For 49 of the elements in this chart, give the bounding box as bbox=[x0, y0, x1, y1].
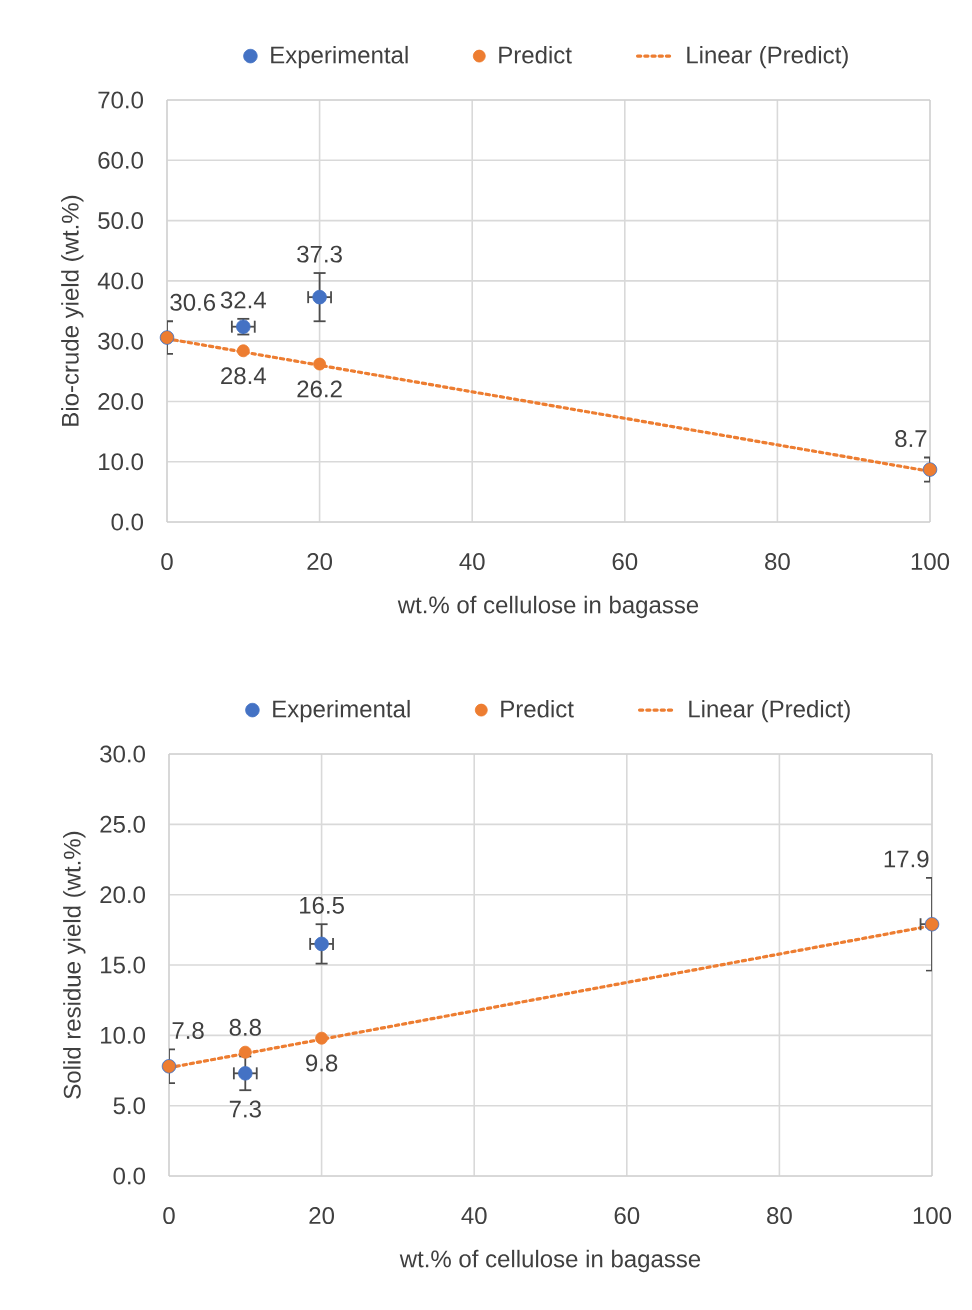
y-tick-label: 20.0 bbox=[100, 886, 145, 904]
y-tick-label: 50.0 bbox=[98, 212, 143, 230]
legend-label: Predict bbox=[499, 45, 572, 64]
x-tick-label: 0 bbox=[161, 553, 173, 571]
x-tick-label: 100 bbox=[911, 553, 950, 571]
data-label: 8.8 bbox=[229, 1018, 261, 1036]
data-label: 32.4 bbox=[220, 291, 266, 309]
x-tick-label: 100 bbox=[913, 1207, 952, 1225]
y-tick-label: 70.0 bbox=[98, 91, 143, 109]
data-label: 9.8 bbox=[306, 1054, 338, 1072]
legend-label: Predict bbox=[501, 699, 574, 718]
y-tick-label: 25.0 bbox=[100, 815, 145, 833]
y-tick-label: 15.0 bbox=[101, 956, 145, 974]
x-axis-title: wt.% of cellulose in bagasse bbox=[397, 595, 699, 619]
x-tick-label: 60 bbox=[612, 553, 638, 571]
data-label: 26.2 bbox=[297, 380, 342, 398]
y-axis-title: Bio-crude yield (wt.%) bbox=[61, 195, 84, 426]
data-label: 7.8 bbox=[172, 1022, 204, 1039]
data-label: 8.7 bbox=[895, 430, 927, 448]
data-label: 30.6 bbox=[170, 293, 216, 311]
y-tick-label: 10.0 bbox=[99, 453, 143, 471]
y-tick-label: 20.0 bbox=[98, 392, 143, 410]
data-label: 28.4 bbox=[221, 367, 266, 385]
legend-label: Linear (Predict) bbox=[689, 699, 850, 723]
x-tick-label: 20 bbox=[307, 553, 333, 571]
x-tick-label: 0 bbox=[163, 1207, 175, 1225]
y-tick-label: 40.0 bbox=[97, 272, 143, 290]
y-tick-label: 5.0 bbox=[113, 1097, 146, 1115]
y-tick-label: 60.0 bbox=[98, 151, 143, 169]
y-axis-title: Solid residue yield (wt.%) bbox=[63, 831, 86, 1099]
y-tick-label: 0.0 bbox=[111, 513, 144, 531]
y-tick-label: 30.0 bbox=[98, 332, 143, 350]
data-label: 7.3 bbox=[229, 1100, 261, 1118]
data-label: 16.5 bbox=[300, 896, 344, 914]
x-tick-label: 60 bbox=[614, 1207, 640, 1225]
x-tick-label: 40 bbox=[461, 1207, 487, 1225]
y-tick-label: 10.0 bbox=[101, 1026, 145, 1044]
data-label: 37.3 bbox=[297, 245, 342, 263]
x-tick-label: 80 bbox=[765, 553, 790, 571]
x-tick-label: 80 bbox=[767, 1207, 792, 1225]
x-tick-label: 20 bbox=[309, 1207, 335, 1225]
y-tick-label: 0.0 bbox=[113, 1167, 146, 1185]
legend-label: Experimental bbox=[271, 45, 408, 69]
data-label: 17.9 bbox=[884, 850, 929, 868]
legend-label: Experimental bbox=[273, 699, 410, 723]
y-tick-label: 30.0 bbox=[100, 745, 145, 763]
legend-label: Linear (Predict) bbox=[687, 45, 848, 69]
x-tick-label: 40 bbox=[459, 553, 485, 571]
x-axis-title: wt.% of cellulose in bagasse bbox=[399, 1249, 701, 1273]
